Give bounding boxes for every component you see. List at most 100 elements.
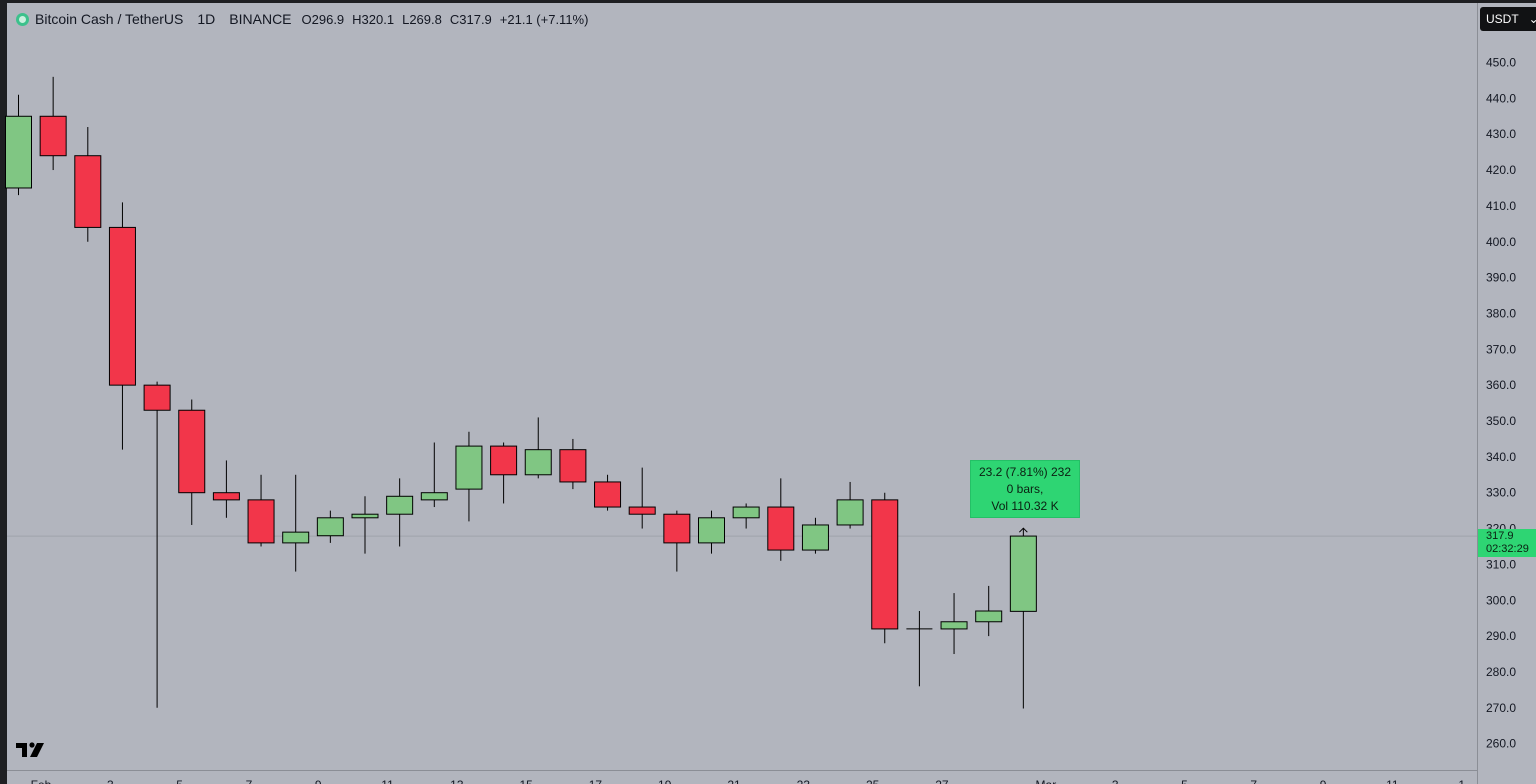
time-tick-label: Feb bbox=[31, 778, 52, 784]
time-tick-label: 25 bbox=[866, 778, 880, 784]
last-price-label: 317.9 02:32:29 bbox=[1478, 529, 1536, 557]
bar-countdown: 02:32:29 bbox=[1486, 543, 1529, 555]
candle-body bbox=[836, 499, 864, 526]
time-tick-label: 15 bbox=[519, 778, 533, 784]
candle bbox=[108, 202, 136, 450]
candle bbox=[524, 417, 552, 479]
currency-label: USDT bbox=[1486, 12, 1519, 26]
time-tick-label: 5 bbox=[176, 778, 183, 784]
price-tick-label: 380.0 bbox=[1486, 306, 1516, 320]
candle bbox=[594, 474, 622, 511]
currency-button[interactable]: USDT ⌄ bbox=[1480, 7, 1536, 31]
candle-body bbox=[767, 506, 795, 551]
close-value: C317.9 bbox=[449, 11, 492, 27]
time-tick-label: 11 bbox=[1386, 778, 1399, 784]
candle bbox=[801, 517, 829, 554]
price-tick-label: 400.0 bbox=[1486, 235, 1516, 249]
candle bbox=[420, 442, 448, 508]
candle bbox=[732, 503, 760, 529]
price-tick-label: 450.0 bbox=[1486, 56, 1516, 70]
price-tick-label: 290.0 bbox=[1486, 629, 1516, 643]
candle-body bbox=[39, 115, 67, 157]
price-tick-label: 310.0 bbox=[1486, 557, 1516, 571]
measure-tooltip: 23.2 (7.81%) 232 0 bars, Vol 110.32 K bbox=[970, 460, 1080, 518]
candle-body bbox=[698, 517, 725, 544]
price-tick-label: 390.0 bbox=[1486, 271, 1516, 285]
candle-body bbox=[732, 506, 760, 519]
candle-body bbox=[108, 226, 136, 386]
candle-body bbox=[420, 492, 448, 501]
time-tick-label: 11 bbox=[381, 778, 394, 784]
candle-body bbox=[801, 524, 829, 551]
price-tick-label: 330.0 bbox=[1486, 486, 1516, 500]
candle bbox=[975, 585, 1003, 637]
candle bbox=[74, 127, 102, 242]
candle-body bbox=[524, 449, 552, 476]
candle-body bbox=[282, 531, 310, 544]
time-tick-label: 23 bbox=[797, 778, 811, 784]
measure-volume: Vol 110.32 K bbox=[991, 499, 1059, 513]
time-tick-label: 3 bbox=[107, 778, 114, 784]
candle-body bbox=[212, 492, 240, 501]
price-tick-label: 300.0 bbox=[1486, 593, 1516, 607]
candle-body bbox=[1009, 535, 1037, 612]
candle-body bbox=[594, 481, 622, 508]
candle bbox=[282, 474, 310, 572]
open-value: O296.9 bbox=[301, 11, 345, 27]
bitcoin-cash-logo-icon bbox=[16, 12, 29, 26]
candle-body bbox=[386, 495, 414, 515]
candle bbox=[1009, 528, 1037, 709]
time-tick-label: 7 bbox=[1250, 778, 1257, 784]
candle-body bbox=[455, 445, 483, 490]
price-tick-label: 430.0 bbox=[1486, 127, 1516, 141]
time-tick-label: 21 bbox=[727, 778, 741, 784]
price-tick-label: 410.0 bbox=[1486, 199, 1516, 213]
candle bbox=[698, 510, 725, 554]
price-tick-label: 370.0 bbox=[1486, 342, 1516, 356]
time-tick-label: 9 bbox=[315, 778, 322, 784]
last-price: 317.9 bbox=[1486, 530, 1514, 542]
candle bbox=[178, 399, 206, 525]
high-value: H320.1 bbox=[352, 11, 395, 27]
candle bbox=[455, 431, 483, 522]
candle bbox=[247, 474, 275, 547]
symbol-header: Bitcoin Cash / TetherUS 1D BINANCE O296.… bbox=[16, 9, 588, 29]
time-tick-label: 13 bbox=[450, 778, 464, 784]
candle-body bbox=[316, 517, 344, 537]
candle bbox=[559, 438, 587, 490]
time-tick-label: 19 bbox=[658, 778, 672, 784]
candle-body bbox=[74, 155, 102, 228]
time-tick-label: 5 bbox=[1181, 778, 1188, 784]
candle-body bbox=[178, 409, 206, 494]
chevron-down-icon: ⌄ bbox=[1528, 12, 1536, 26]
symbol-name[interactable]: Bitcoin Cash / TetherUS bbox=[35, 11, 184, 27]
low-value: L269.8 bbox=[402, 11, 442, 27]
measure-change: 23.2 (7.81%) 232 bbox=[978, 465, 1072, 479]
price-tick-label: 280.0 bbox=[1486, 665, 1516, 679]
time-axis-border bbox=[7, 770, 1478, 771]
candle-body bbox=[5, 115, 32, 189]
ohlc-values: O296.9 H320.1 L269.8 C317.9 +21.1 (+7.11… bbox=[302, 12, 589, 27]
candle bbox=[39, 76, 67, 171]
candle-body bbox=[975, 610, 1003, 623]
candle bbox=[386, 478, 414, 547]
candle bbox=[871, 492, 899, 644]
price-tick-label: 440.0 bbox=[1486, 91, 1516, 105]
candle bbox=[316, 510, 344, 543]
time-tick-label: 1 bbox=[1458, 778, 1465, 784]
candle-body bbox=[143, 384, 171, 411]
candle bbox=[767, 478, 795, 561]
price-tick-label: 270.0 bbox=[1486, 701, 1516, 715]
price-tick-label: 360.0 bbox=[1486, 378, 1516, 392]
left-border bbox=[0, 0, 7, 784]
interval[interactable]: 1D bbox=[197, 11, 216, 27]
candle bbox=[940, 593, 968, 655]
time-tick-label: 27 bbox=[935, 778, 949, 784]
time-tick-label: Mar bbox=[1036, 778, 1057, 784]
time-tick-label: 17 bbox=[589, 778, 603, 784]
candle bbox=[351, 496, 379, 554]
tradingview-logo-icon[interactable] bbox=[16, 741, 48, 759]
candle-body bbox=[351, 513, 379, 519]
exchange: BINANCE bbox=[229, 11, 292, 27]
